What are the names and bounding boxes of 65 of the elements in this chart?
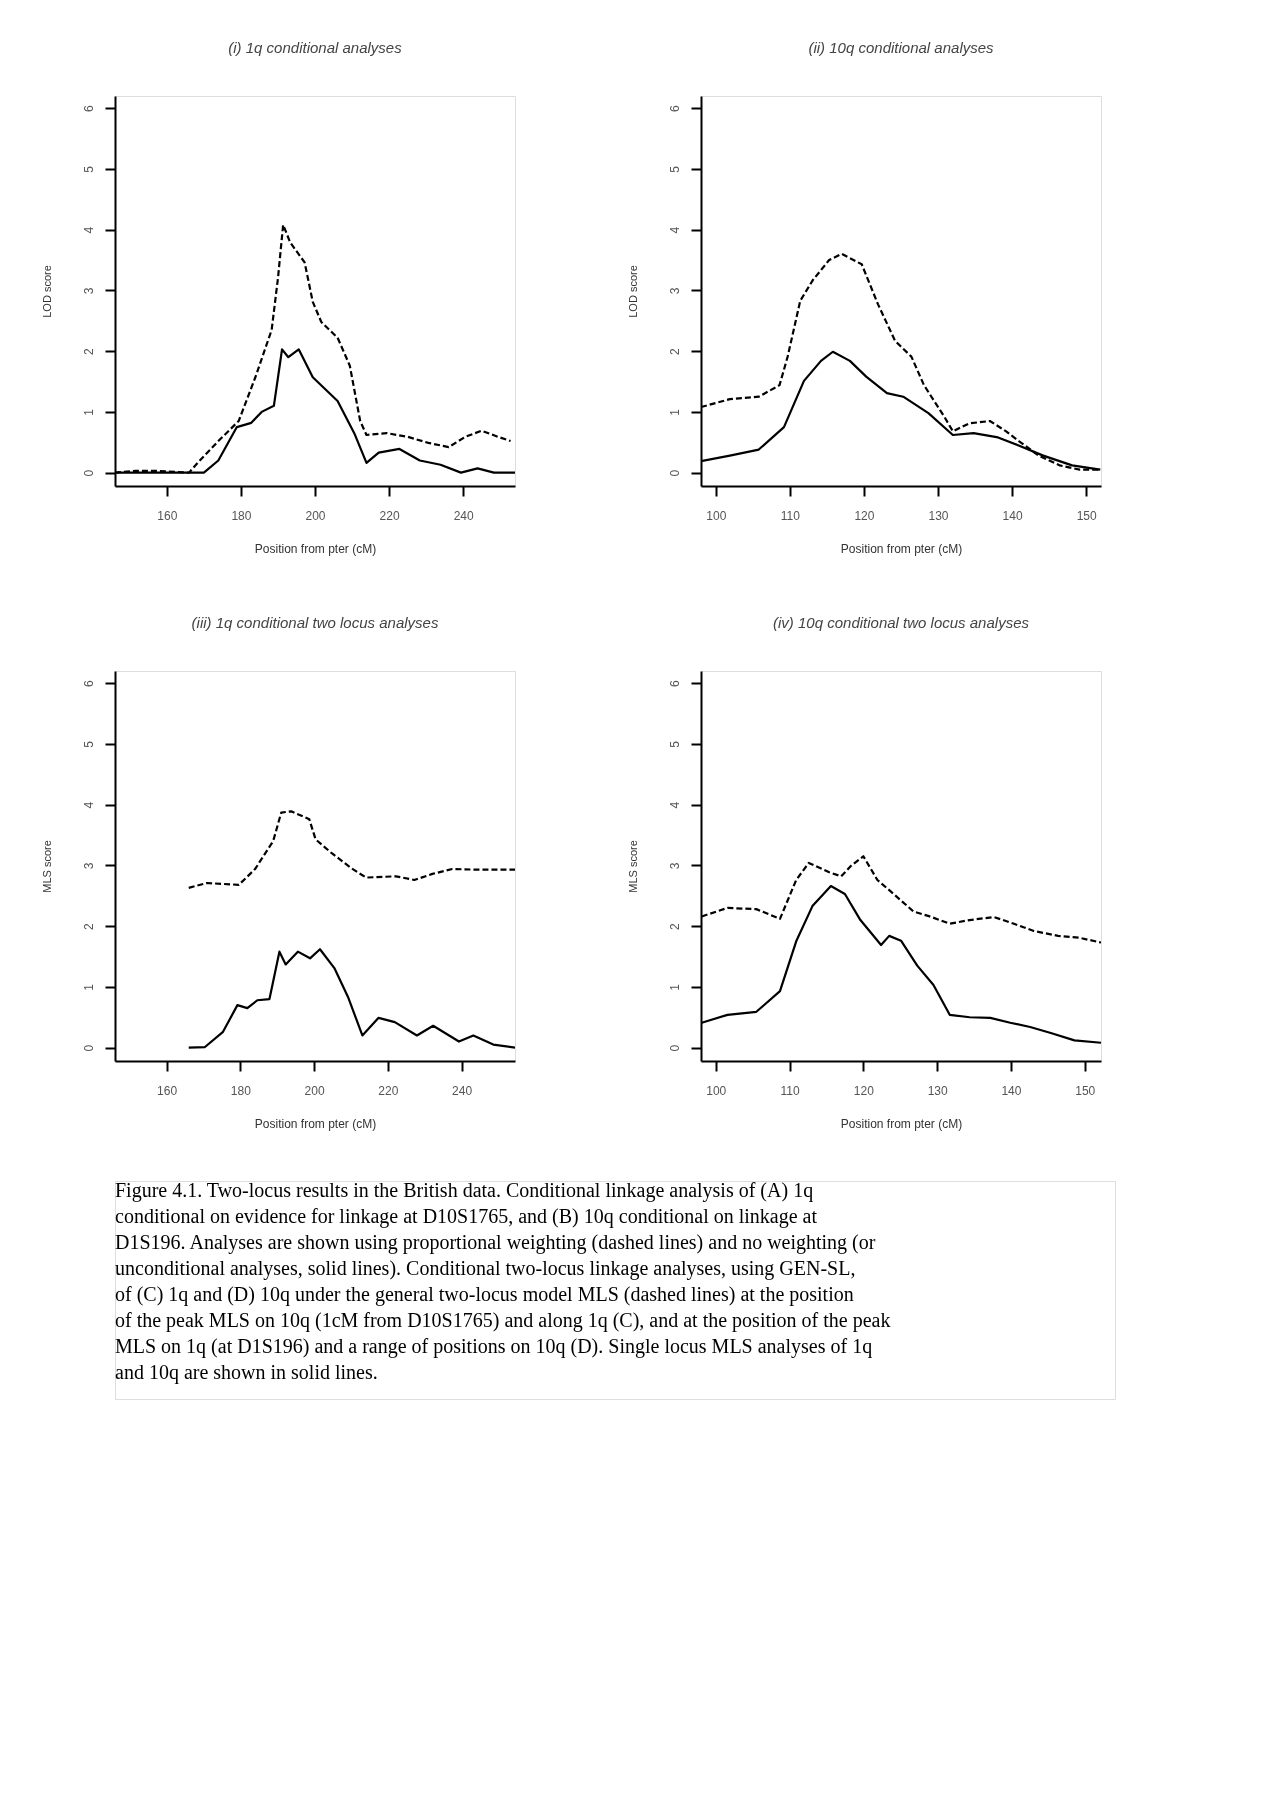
x-tick-label: 240 [452, 1083, 473, 1098]
y-tick-label: 0 [81, 469, 96, 477]
x-tick-label: 200 [305, 508, 326, 523]
y-tick-label: 5 [667, 165, 682, 173]
y-tick-label: 3 [667, 862, 682, 870]
line-series [187, 810, 515, 889]
chart-title: (ii) 10q conditional analyses [808, 39, 995, 56]
chart-title: (i) 1q conditional analyses [228, 39, 403, 56]
x-axis-title: Position from pter (cM) [254, 1116, 377, 1131]
x-axis-title: Position from pter (cM) [254, 541, 377, 556]
y-tick-label: 1 [667, 983, 682, 991]
x-tick-label: 110 [780, 508, 801, 523]
y-tick-label: 1 [667, 408, 682, 416]
x-tick-label: 120 [853, 1083, 875, 1098]
y-tick-label: 3 [81, 287, 96, 295]
x-tick-label: 200 [304, 1083, 325, 1098]
y-tick-label: 5 [667, 740, 682, 748]
y-tick-label: 2 [667, 922, 682, 930]
x-tick-label: 150 [1076, 508, 1098, 523]
y-tick-label: 2 [667, 347, 682, 355]
line-series [187, 948, 515, 1049]
x-axis-title: Position from pter (cM) [840, 541, 963, 556]
x-tick-label: 160 [157, 508, 178, 523]
caption: Figure 4.1. Two-locus results in the British data. Conditional linkage analysis of (A) 1q conditional on evidence for linkage at D10S1765, and (B) 10q conditional on linkage at D1S196. Analyses are shown using proportional weighting (dashed lines) and no weighting (or unconditional analyses, solid lines). Conditional two-locus linkage analyses, using GEN-SL, of (C) 1q and (D) 10q under the general two-locus model MLS (dashed lines) at the position of the peak MLS on 10q (1cM from D10S1765) and along 1q (C), and at the position of the peak MLS on 1q (at D1S196) and a range of positions on 10q (D). Single locus MLS analyses of 1q and 10q are shown in solid lines. [115, 1179, 891, 1384]
chart-title: (iii) 1q conditional two locus analyses [191, 614, 439, 631]
y-axis-title: MLS score [40, 840, 53, 893]
y-tick-label: 6 [81, 679, 96, 687]
y-tick-label: 2 [81, 922, 96, 930]
y-tick-label: 3 [81, 862, 96, 870]
x-tick-label: 160 [157, 1083, 178, 1098]
y-tick-label: 1 [81, 408, 96, 416]
x-tick-label: 220 [379, 508, 400, 523]
y-tick-label: 3 [667, 287, 682, 295]
y-tick-label: 6 [667, 679, 682, 687]
x-tick-label: 100 [706, 508, 727, 523]
y-tick-label: 5 [81, 165, 96, 173]
y-tick-label: 4 [667, 801, 682, 809]
x-tick-label: 240 [453, 508, 474, 523]
y-tick-label: 4 [81, 801, 96, 809]
y-tick-label: 0 [667, 469, 682, 477]
x-tick-label: 120 [854, 508, 875, 523]
y-axis-title: LOD score [626, 265, 639, 318]
y-tick-label: 6 [81, 104, 96, 112]
x-tick-label: 220 [378, 1083, 399, 1098]
x-tick-label: 110 [780, 1083, 800, 1098]
x-tick-label: 150 [1075, 1083, 1096, 1098]
y-tick-label: 4 [81, 226, 96, 234]
x-tick-label: 130 [927, 1083, 948, 1098]
y-tick-label: 4 [667, 226, 682, 234]
x-tick-label: 180 [231, 508, 252, 523]
x-tick-label: 130 [928, 508, 949, 523]
y-tick-label: 2 [81, 347, 96, 355]
x-tick-label: 140 [1001, 1083, 1022, 1098]
x-axis-title: Position from pter (cM) [840, 1116, 963, 1131]
x-tick-label: 100 [706, 1083, 727, 1098]
y-axis-title: LOD score [40, 265, 53, 318]
y-tick-label: 0 [81, 1044, 96, 1052]
y-tick-label: 0 [667, 1044, 682, 1052]
y-tick-label: 5 [81, 740, 96, 748]
y-tick-label: 1 [81, 983, 96, 991]
x-tick-label: 140 [1002, 508, 1023, 523]
y-tick-label: 6 [667, 104, 682, 112]
x-tick-label: 180 [230, 1083, 252, 1098]
y-axis-title: MLS score [626, 840, 639, 893]
chart-title: (iv) 10q conditional two locus analyses [773, 614, 1030, 631]
